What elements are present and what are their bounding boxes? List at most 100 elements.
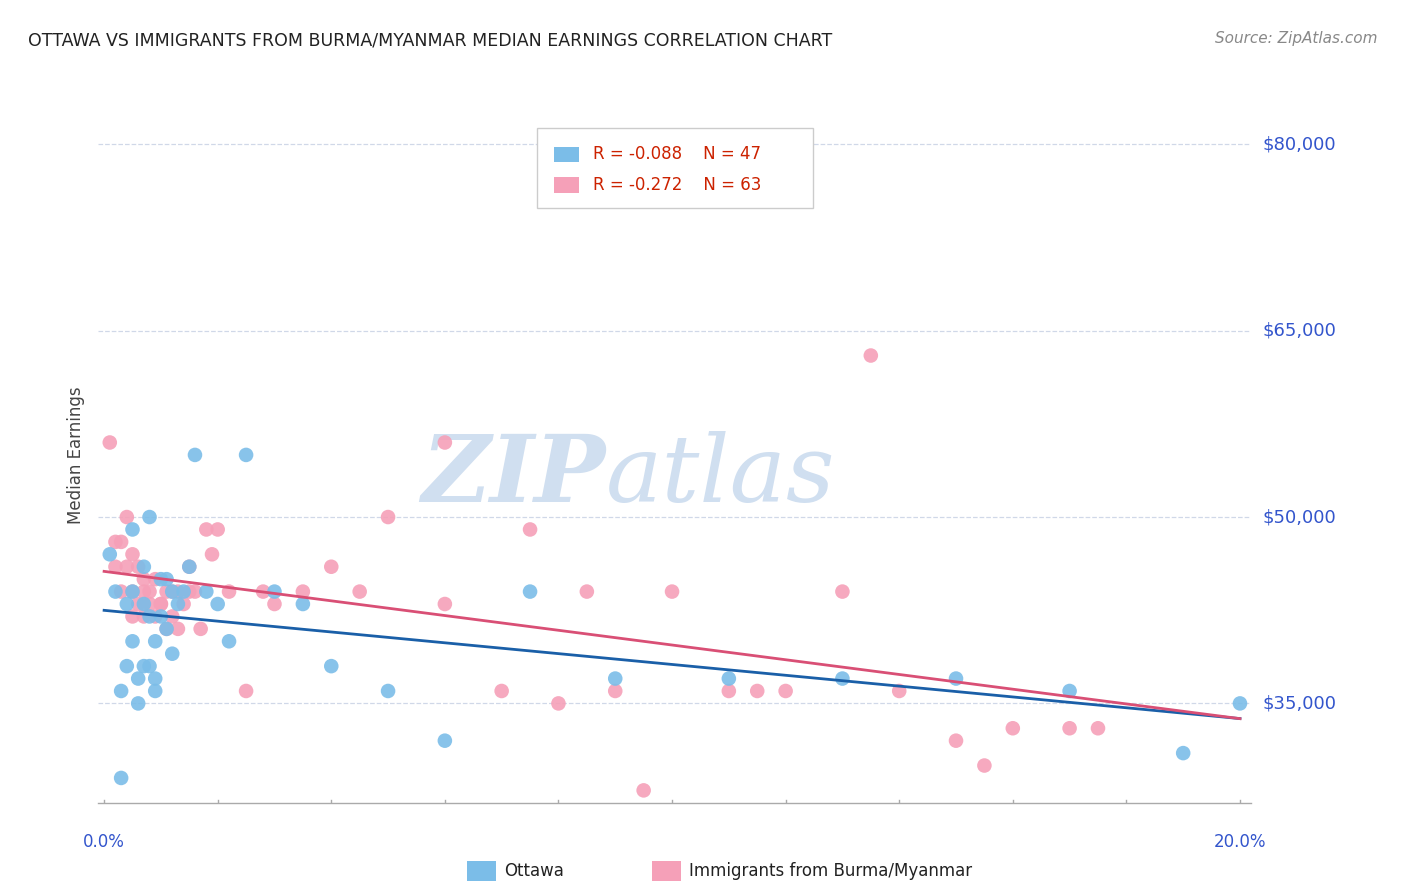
Point bbox=[377, 510, 399, 524]
Point bbox=[433, 733, 456, 747]
Point bbox=[179, 584, 201, 599]
Point bbox=[143, 609, 166, 624]
Point bbox=[1229, 697, 1251, 711]
Point bbox=[433, 435, 456, 450]
Point bbox=[179, 559, 201, 574]
Point bbox=[143, 572, 166, 586]
Point bbox=[1087, 721, 1109, 735]
Text: R = -0.272    N = 63: R = -0.272 N = 63 bbox=[593, 176, 762, 194]
Text: R = -0.088    N = 47: R = -0.088 N = 47 bbox=[593, 145, 761, 163]
Point bbox=[143, 634, 166, 648]
Point bbox=[321, 559, 343, 574]
Point bbox=[121, 547, 143, 561]
Point bbox=[162, 609, 184, 624]
Point bbox=[349, 584, 371, 599]
Point bbox=[121, 584, 143, 599]
Point bbox=[218, 634, 240, 648]
Point bbox=[104, 559, 127, 574]
Point bbox=[149, 597, 172, 611]
Point bbox=[127, 597, 149, 611]
Point bbox=[127, 672, 149, 686]
Point bbox=[973, 758, 995, 772]
FancyBboxPatch shape bbox=[467, 861, 496, 881]
Point bbox=[115, 659, 138, 673]
Point bbox=[179, 559, 201, 574]
Point bbox=[98, 547, 121, 561]
Point bbox=[173, 597, 195, 611]
Point bbox=[173, 584, 195, 599]
FancyBboxPatch shape bbox=[652, 861, 681, 881]
Point bbox=[218, 584, 240, 599]
Point bbox=[115, 597, 138, 611]
Point bbox=[235, 448, 257, 462]
Point bbox=[162, 584, 184, 599]
Point bbox=[1173, 746, 1195, 760]
Point bbox=[138, 609, 160, 624]
Point bbox=[155, 622, 177, 636]
Point bbox=[155, 572, 177, 586]
Point bbox=[633, 783, 655, 797]
Point bbox=[321, 659, 343, 673]
Point bbox=[1001, 721, 1024, 735]
Point bbox=[162, 584, 184, 599]
Point bbox=[945, 733, 967, 747]
Point bbox=[747, 684, 769, 698]
Point bbox=[207, 597, 229, 611]
Point bbox=[167, 622, 190, 636]
Point bbox=[132, 584, 155, 599]
Point bbox=[575, 584, 598, 599]
Point bbox=[291, 584, 314, 599]
Point bbox=[155, 622, 177, 636]
Text: 20.0%: 20.0% bbox=[1213, 833, 1267, 851]
Point bbox=[110, 584, 132, 599]
Point bbox=[132, 559, 155, 574]
Y-axis label: Median Earnings: Median Earnings bbox=[66, 386, 84, 524]
Point bbox=[291, 597, 314, 611]
Point bbox=[717, 672, 740, 686]
Point bbox=[162, 647, 184, 661]
Point bbox=[121, 523, 143, 537]
Point bbox=[110, 771, 132, 785]
Point bbox=[235, 684, 257, 698]
Point bbox=[121, 609, 143, 624]
Point bbox=[1059, 684, 1081, 698]
Point bbox=[138, 510, 160, 524]
Point bbox=[859, 349, 882, 363]
Point bbox=[1059, 721, 1081, 735]
Point bbox=[184, 448, 207, 462]
FancyBboxPatch shape bbox=[554, 178, 579, 193]
Point bbox=[132, 609, 155, 624]
Point bbox=[184, 584, 207, 599]
Point bbox=[190, 622, 212, 636]
Point bbox=[149, 572, 172, 586]
Point bbox=[605, 684, 627, 698]
Point bbox=[149, 609, 172, 624]
Point bbox=[104, 534, 127, 549]
Point bbox=[143, 672, 166, 686]
Point bbox=[775, 684, 797, 698]
Text: atlas: atlas bbox=[606, 431, 835, 521]
Point bbox=[155, 584, 177, 599]
Point bbox=[831, 584, 853, 599]
Point bbox=[121, 634, 143, 648]
Text: $80,000: $80,000 bbox=[1263, 136, 1336, 153]
Text: ZIP: ZIP bbox=[422, 431, 606, 521]
Point bbox=[263, 584, 285, 599]
Text: 0.0%: 0.0% bbox=[83, 833, 125, 851]
Point bbox=[547, 697, 569, 711]
Point bbox=[138, 597, 160, 611]
Point bbox=[132, 659, 155, 673]
Point bbox=[132, 597, 155, 611]
Point bbox=[377, 684, 399, 698]
Point bbox=[433, 597, 456, 611]
Point bbox=[195, 523, 218, 537]
Text: Ottawa: Ottawa bbox=[505, 862, 564, 880]
FancyBboxPatch shape bbox=[537, 128, 813, 208]
Point bbox=[115, 559, 138, 574]
Point bbox=[127, 697, 149, 711]
Text: OTTAWA VS IMMIGRANTS FROM BURMA/MYANMAR MEDIAN EARNINGS CORRELATION CHART: OTTAWA VS IMMIGRANTS FROM BURMA/MYANMAR … bbox=[28, 31, 832, 49]
Point bbox=[207, 523, 229, 537]
Point bbox=[945, 672, 967, 686]
Point bbox=[110, 534, 132, 549]
Point bbox=[263, 597, 285, 611]
